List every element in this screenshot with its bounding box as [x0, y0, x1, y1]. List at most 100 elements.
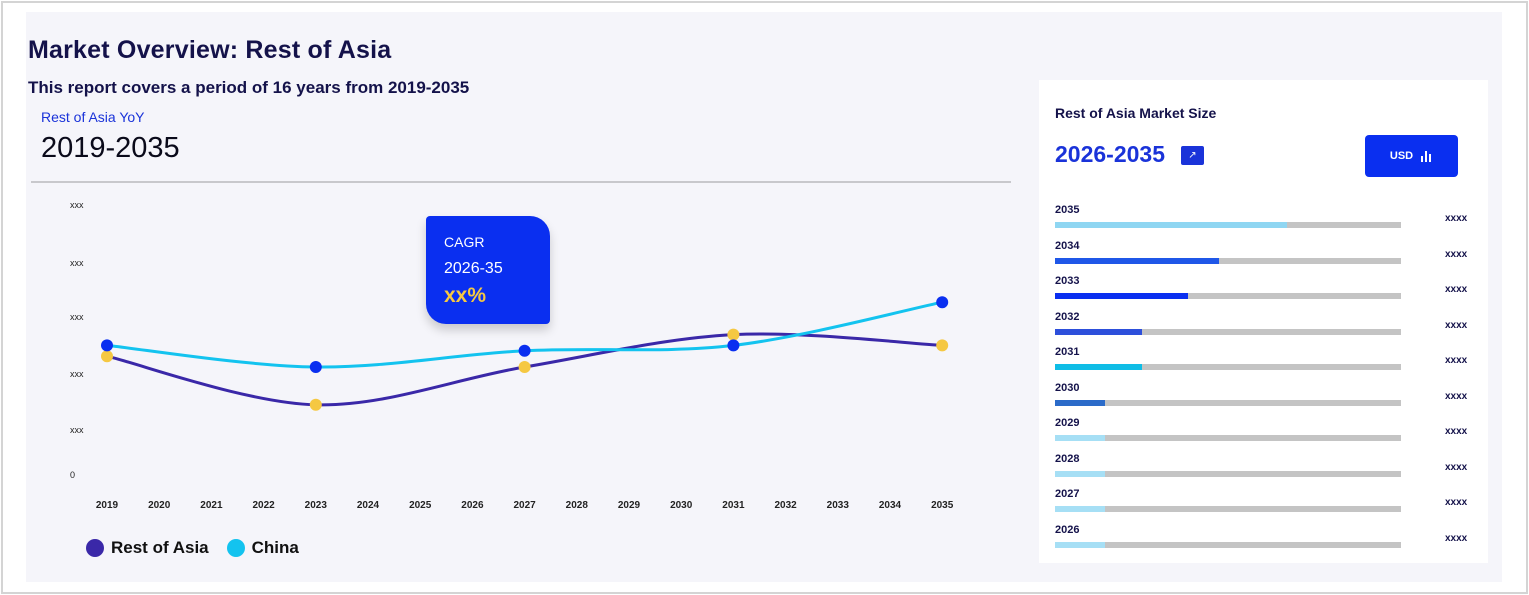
row-bar-track	[1055, 435, 1401, 441]
market-size-row-2030: 2030 xxxx	[1055, 382, 1475, 412]
cagr-value: xx%	[444, 284, 487, 307]
x-tick-label: 2024	[357, 500, 380, 511]
row-bar-track	[1055, 257, 1401, 264]
row-bar-fill	[1055, 257, 1220, 264]
row-bar-fill	[1055, 293, 1189, 299]
x-tick-label: 2026	[461, 500, 484, 511]
row-year: 2035	[1055, 204, 1080, 216]
row-value: xxxx	[1445, 426, 1468, 437]
row-year: 2034	[1055, 239, 1080, 252]
row-year: 2027	[1055, 488, 1080, 500]
y-tick-label: xxx	[70, 312, 84, 322]
row-bar-fill	[1055, 435, 1106, 441]
divider	[31, 181, 1011, 183]
data-point-china	[727, 339, 740, 352]
data-point-china	[309, 361, 322, 373]
row-year: 2030	[1055, 381, 1080, 394]
x-tick-label: 2027	[513, 500, 536, 511]
x-tick-label: 2025	[409, 500, 432, 511]
row-value: xxxx	[1445, 390, 1468, 402]
market-size-row-2026: 2026 xxxx	[1055, 524, 1475, 554]
row-year: 2031	[1055, 346, 1080, 358]
currency-label: USD	[1389, 150, 1414, 162]
row-value: xxxx	[1445, 461, 1468, 473]
x-tick-label: 2035	[931, 500, 954, 511]
row-bar-track	[1055, 541, 1401, 548]
x-tick-label: 2028	[566, 500, 589, 511]
row-value: xxxx	[1445, 532, 1468, 544]
row-year: 2033	[1055, 275, 1080, 287]
x-tick-label: 2020	[148, 500, 171, 511]
market-size-row-2034: 2034 xxxx	[1055, 240, 1475, 270]
row-value: xxxx	[1445, 319, 1468, 331]
row-bar-track	[1055, 328, 1401, 335]
data-point-rest-of-asia	[727, 328, 740, 341]
bar-chart-icon	[1421, 150, 1433, 162]
row-value: xxxx	[1445, 213, 1468, 224]
row-bar-track	[1055, 222, 1401, 228]
x-tick-label: 2021	[200, 500, 223, 511]
yoy-label: Rest of Asia YoY	[41, 109, 145, 125]
x-tick-label: 2034	[879, 500, 902, 511]
market-size-row-2029: 2029 xxxx	[1055, 417, 1475, 447]
legend-label-rest-of-asia: Rest of Asia	[111, 538, 209, 557]
row-bar-fill	[1055, 364, 1142, 370]
x-tick-label: 2023	[305, 500, 328, 511]
row-year: 2032	[1055, 310, 1080, 323]
market-size-title: Rest of Asia Market Size	[1055, 105, 1217, 121]
row-bar-fill	[1055, 222, 1287, 228]
row-year: 2026	[1055, 523, 1080, 536]
x-tick-label: 2019	[96, 500, 119, 511]
row-bar-track	[1055, 399, 1401, 406]
data-point-rest-of-asia	[101, 350, 113, 363]
x-tick-label: 2032	[774, 500, 797, 511]
page-subtitle: This report covers a period of 16 years …	[28, 78, 470, 97]
row-bar-fill	[1055, 541, 1106, 548]
row-bar-fill	[1055, 399, 1106, 406]
market-size-card: Rest of Asia Market Size 2026-2035 ↗ USD…	[1039, 80, 1488, 563]
y-tick-label: xxx	[70, 425, 84, 435]
row-value: xxxx	[1445, 284, 1468, 295]
row-value: xxxx	[1445, 248, 1468, 260]
row-value: xxxx	[1445, 355, 1468, 366]
x-tick-label: 2031	[722, 500, 745, 511]
row-bar-track	[1055, 470, 1401, 477]
data-point-rest-of-asia	[309, 398, 322, 411]
y-tick-label: 0	[70, 470, 75, 480]
row-value: xxxx	[1445, 497, 1468, 508]
legend-dot-rest-of-asia	[86, 539, 104, 557]
x-tick-label: 2033	[827, 500, 850, 511]
yoy-range: 2019-2035	[41, 132, 180, 164]
data-point-rest-of-asia	[936, 339, 949, 352]
page-title: Market Overview: Rest of Asia	[28, 36, 392, 64]
legend-item-rest-of-asia[interactable]: Rest of Asia	[86, 538, 209, 558]
x-tick-label: 2030	[670, 500, 693, 511]
market-size-row-2033: 2033 xxxx	[1055, 275, 1475, 305]
data-point-china	[936, 296, 949, 309]
legend-item-china[interactable]: China	[226, 538, 299, 558]
cagr-period: 2026-35	[444, 260, 503, 277]
y-tick-label: xxx	[70, 258, 84, 268]
row-bar-fill	[1055, 506, 1106, 512]
y-tick-label: xxx	[70, 200, 84, 210]
cagr-callout: CAGR 2026-35 xx%	[426, 216, 550, 324]
external-link-icon[interactable]: ↗	[1181, 146, 1204, 165]
market-size-row-2032: 2032 xxxx	[1055, 311, 1475, 341]
market-size-row-2028: 2028 xxxx	[1055, 453, 1475, 483]
y-tick-label: xxx	[70, 369, 84, 379]
market-size-row-2035: 2035 xxxx	[1055, 204, 1475, 234]
data-point-china	[518, 344, 531, 357]
market-size-range: 2026-2035	[1055, 141, 1165, 167]
row-bar-track	[1055, 506, 1401, 512]
x-tick-label: 2029	[618, 500, 641, 511]
market-size-row-2031: 2031 xxxx	[1055, 346, 1475, 376]
row-bar-track	[1055, 293, 1401, 299]
chart-legend: Rest of Asia China	[86, 538, 317, 558]
cagr-label: CAGR	[444, 234, 485, 250]
row-year: 2028	[1055, 452, 1080, 465]
yoy-line-chart: 0 xxx xxx xxx xxx xxx 2019 2020 2021 2022 2023 2024…	[70, 200, 954, 511]
row-bar-fill	[1055, 470, 1106, 477]
currency-button[interactable]: USD	[1365, 135, 1458, 177]
row-year: 2029	[1055, 417, 1080, 429]
legend-label-china: China	[251, 538, 299, 557]
